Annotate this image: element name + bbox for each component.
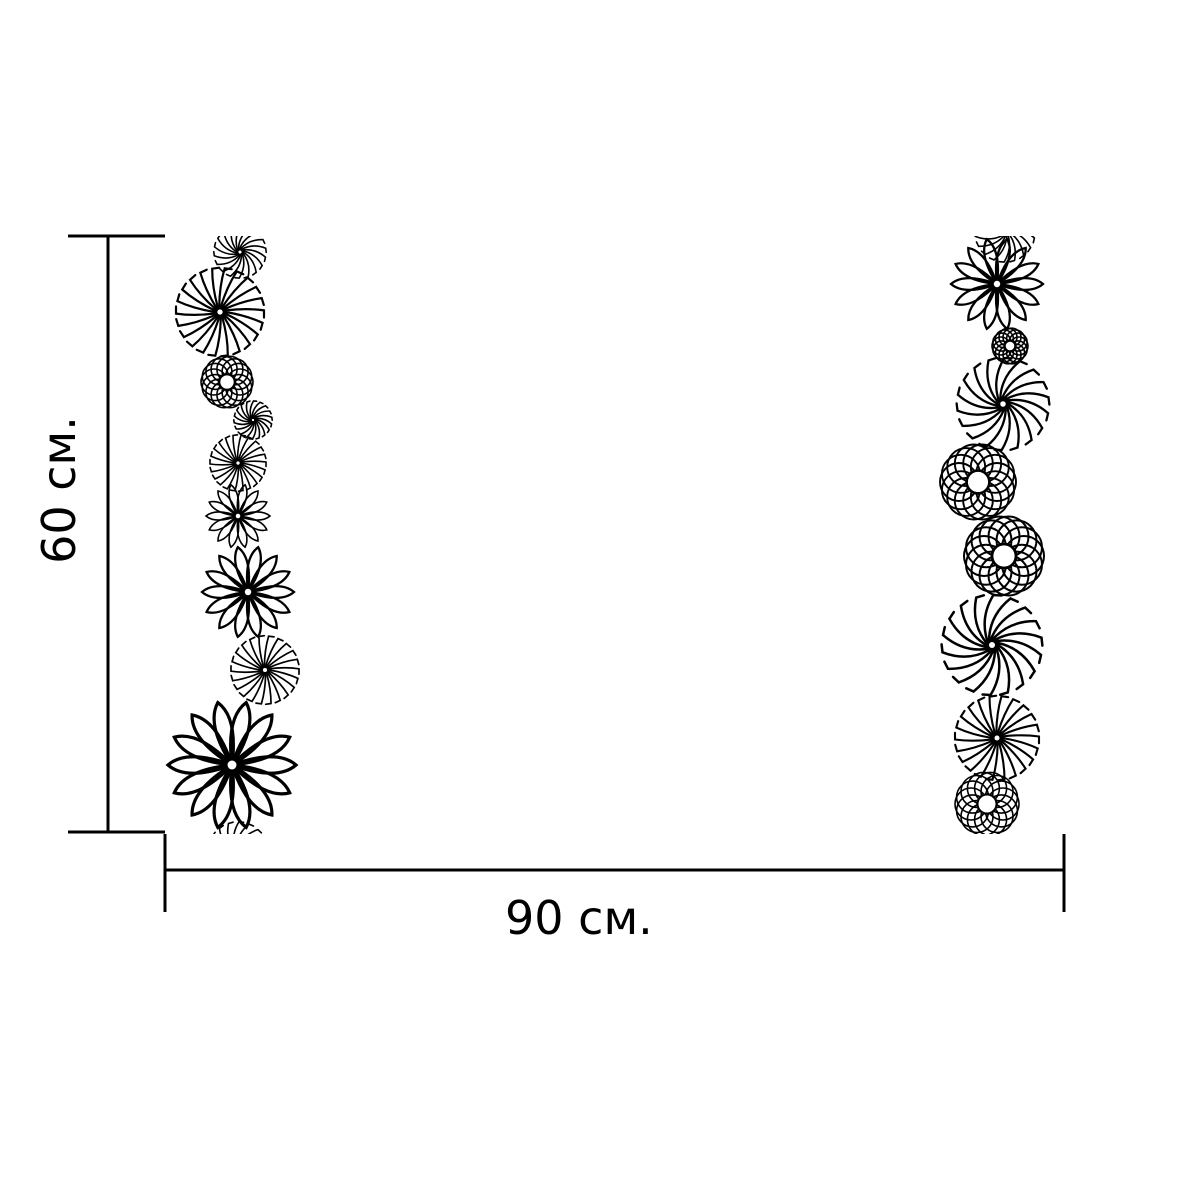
right-ornament [939,443,1017,521]
left-ornament [200,355,254,409]
right-ornament [954,771,1020,834]
width-label: 90 см. [505,891,653,945]
left-ornament [200,545,296,639]
right-ornament [949,237,1045,331]
right-ornament [991,327,1029,365]
left-ornament [212,821,263,834]
right-ornament [940,593,1044,697]
left-ornament [165,700,299,830]
print-panel [165,236,1065,834]
left-ornament [233,400,273,440]
right-ornament [955,356,1051,452]
left-ornament [209,434,267,492]
width-dimension-line [163,834,1066,912]
left-ornament [230,634,300,706]
right-ornament [953,694,1041,782]
height-dimension-line [68,234,165,834]
left-ornament-column [165,236,300,834]
left-ornament [204,483,272,549]
left-ornament [174,266,266,358]
left-ornament [213,236,267,279]
right-ornament [963,515,1045,597]
height-label: 60 см. [32,416,86,564]
right-ornament-column [939,236,1051,834]
